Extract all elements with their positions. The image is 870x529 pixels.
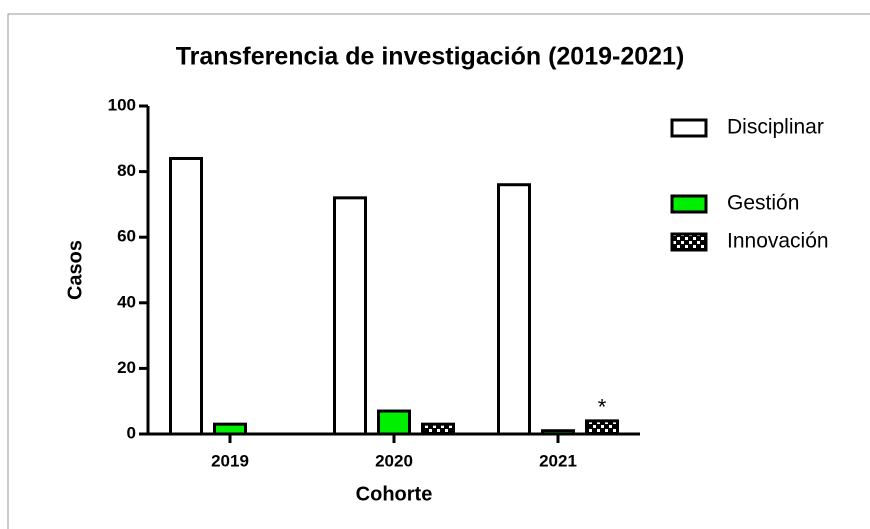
y-tick-label: 0 bbox=[127, 423, 136, 442]
legend-label: Innovación bbox=[727, 230, 829, 253]
x-axis-label: Cohorte bbox=[356, 483, 433, 505]
x-tick-label: 2021 bbox=[539, 451, 577, 470]
legend-label: Gestión bbox=[727, 192, 799, 215]
y-tick-label: 60 bbox=[117, 227, 136, 246]
legend-swatch bbox=[670, 194, 708, 214]
bar bbox=[333, 196, 367, 436]
y-tick-label: 80 bbox=[117, 161, 136, 180]
y-tick-label: 100 bbox=[108, 95, 136, 114]
legend-label: Disciplinar bbox=[727, 116, 824, 139]
bar bbox=[585, 419, 619, 436]
y-tick-label: 40 bbox=[117, 292, 136, 311]
legend-swatch bbox=[670, 118, 708, 138]
bar bbox=[497, 183, 531, 436]
frame bbox=[7, 13, 870, 529]
annotation: * bbox=[598, 395, 607, 420]
bar bbox=[377, 409, 411, 436]
legend-swatch bbox=[670, 232, 708, 252]
chart-title: Transferencia de investigación (2019-202… bbox=[176, 43, 685, 71]
y-axis-label: Casos bbox=[64, 240, 86, 300]
bar bbox=[169, 156, 203, 436]
x-tick-label: 2020 bbox=[375, 451, 413, 470]
y-tick-label: 20 bbox=[117, 358, 136, 377]
x-tick-label: 2019 bbox=[211, 451, 249, 470]
